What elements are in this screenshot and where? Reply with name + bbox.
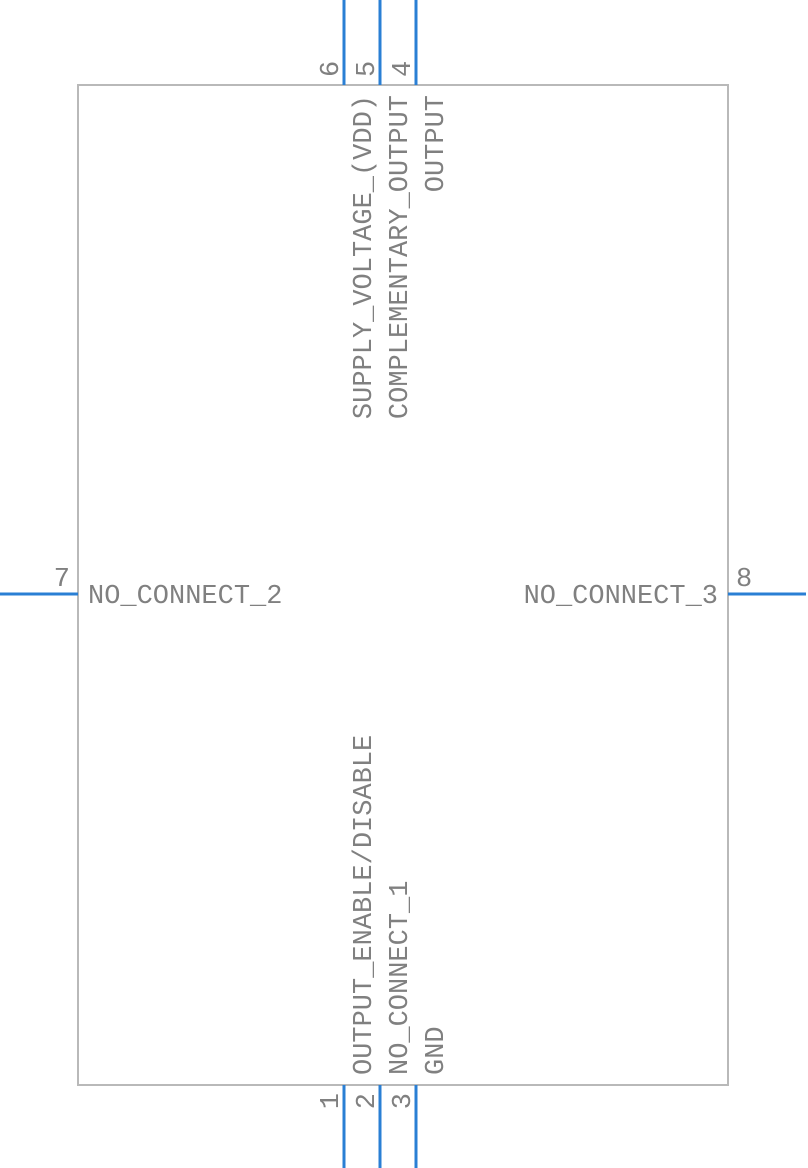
pin-5-label: COMPLEMENTARY_OUTPUT (386, 95, 416, 419)
pin-2-label: NO_CONNECT_1 (386, 881, 416, 1075)
pin-8-label: NO_CONNECT_3 (524, 582, 718, 612)
pin-1-label: OUTPUT_ENABLE/DISABLE (350, 735, 380, 1075)
pin-6-label: SUPPLY_VOLTAGE_(VDD) (350, 95, 380, 419)
pin-3-number: 3 (389, 1093, 419, 1109)
pin-2-number: 2 (353, 1093, 383, 1109)
pin-8-number: 8 (736, 565, 752, 595)
pin-5-number: 5 (353, 61, 383, 77)
pin-1-number: 1 (317, 1093, 347, 1109)
pin-7-label: NO_CONNECT_2 (88, 582, 282, 612)
pin-3-label: GND (422, 1026, 452, 1075)
pin-4-label: OUTPUT (422, 95, 452, 192)
pin-7-number: 7 (54, 565, 70, 595)
pin-4-number: 4 (389, 61, 419, 77)
pin-6-number: 6 (317, 61, 347, 77)
